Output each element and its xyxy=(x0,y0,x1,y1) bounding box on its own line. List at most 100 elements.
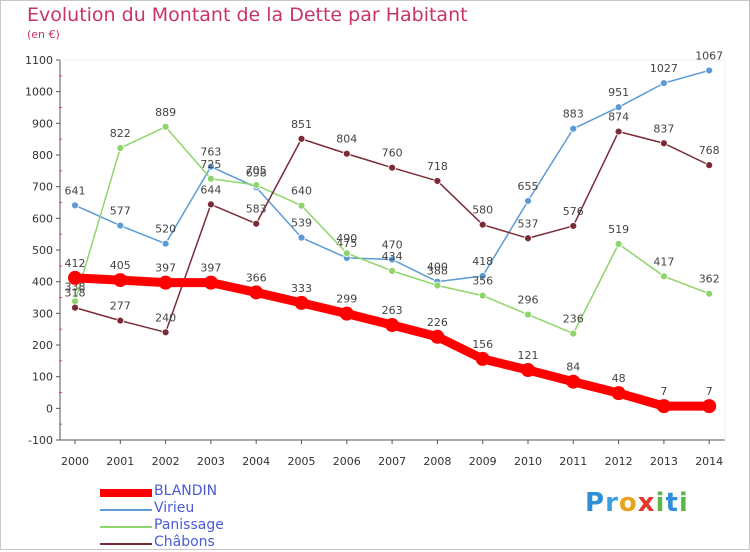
data-label-blandin: 299 xyxy=(336,293,357,306)
x-tick-label: 2005 xyxy=(288,455,316,468)
data-point-virieu xyxy=(660,79,668,88)
data-point-chabons xyxy=(388,163,397,172)
data-label-blandin: 7 xyxy=(660,385,667,398)
data-label-blandin: 405 xyxy=(110,259,131,272)
data-point-panissage xyxy=(252,181,261,189)
data-point-virieu xyxy=(161,239,170,248)
data-label-blandin: 397 xyxy=(155,262,176,275)
data-point-panissage xyxy=(433,281,442,290)
x-tick-label: 2011 xyxy=(559,455,587,468)
data-label-chabons: 718 xyxy=(427,160,448,173)
x-tick-label: 2007 xyxy=(378,455,406,468)
data-label-chabons: 583 xyxy=(246,203,267,216)
data-point-blandin xyxy=(385,318,400,333)
chart-title: Evolution du Montant de la Dette par Hab… xyxy=(27,4,468,26)
data-label-panissage: 362 xyxy=(699,273,720,286)
data-label-blandin: 263 xyxy=(382,304,403,317)
x-tick-label: 2006 xyxy=(333,455,361,468)
data-point-blandin xyxy=(521,363,535,378)
data-label-chabons: 874 xyxy=(608,111,629,124)
data-point-blandin xyxy=(611,386,626,401)
data-point-panissage xyxy=(614,240,623,248)
data-label-chabons: 318 xyxy=(65,287,86,300)
x-tick-label: 2014 xyxy=(695,455,723,468)
data-label-chabons: 804 xyxy=(336,133,357,146)
legend-swatch-blandin xyxy=(100,489,152,497)
data-label-panissage: 705 xyxy=(246,164,267,177)
data-point-blandin xyxy=(475,351,490,366)
legend-swatch-virieu xyxy=(100,509,152,511)
data-label-chabons: 576 xyxy=(563,205,584,218)
data-point-blandin xyxy=(656,399,671,414)
y-tick-label: 700 xyxy=(32,181,53,194)
y-tick-label: 900 xyxy=(32,117,53,130)
proxiti-logo: Proxiti xyxy=(585,488,689,518)
data-point-chabons xyxy=(206,200,215,209)
data-label-chabons: 760 xyxy=(382,147,403,160)
data-label-panissage: 236 xyxy=(563,313,584,326)
data-point-blandin xyxy=(294,295,309,310)
data-label-chabons: 537 xyxy=(518,217,539,230)
data-point-chabons xyxy=(297,134,306,143)
data-label-blandin: 412 xyxy=(65,257,86,270)
data-point-blandin xyxy=(566,374,581,389)
data-label-panissage: 725 xyxy=(200,158,221,171)
data-point-chabons xyxy=(342,149,351,158)
y-tick-label: 200 xyxy=(32,339,53,352)
data-label-virieu: 539 xyxy=(291,217,312,230)
unit-label: (en €) xyxy=(27,28,60,41)
logo-letter: r xyxy=(605,488,619,518)
y-tick-label: 500 xyxy=(32,244,53,257)
data-point-chabons xyxy=(614,127,623,136)
data-label-blandin: 366 xyxy=(246,271,267,284)
x-tick-label: 2002 xyxy=(152,455,180,468)
data-point-panissage xyxy=(524,310,532,319)
data-label-virieu: 763 xyxy=(200,146,221,159)
x-tick-label: 2012 xyxy=(605,455,633,468)
data-label-chabons: 644 xyxy=(200,183,221,196)
data-label-panissage: 519 xyxy=(608,223,629,236)
data-point-chabons xyxy=(478,220,487,229)
data-label-virieu: 641 xyxy=(65,184,86,197)
data-label-blandin: 7 xyxy=(706,385,713,398)
data-point-blandin xyxy=(68,270,82,285)
data-point-blandin xyxy=(113,273,128,288)
y-tick-label: 0 xyxy=(46,402,53,415)
data-point-blandin xyxy=(430,329,445,344)
data-point-virieu xyxy=(705,66,714,75)
data-point-chabons xyxy=(433,177,442,185)
logo-letter: t xyxy=(665,488,679,518)
x-tick-label: 2000 xyxy=(61,455,89,468)
data-point-panissage xyxy=(297,201,306,210)
data-label-blandin: 226 xyxy=(427,316,448,329)
data-point-chabons xyxy=(71,303,79,312)
data-label-panissage: 889 xyxy=(155,106,176,119)
data-point-virieu xyxy=(388,255,397,264)
logo-letter: o xyxy=(618,488,638,518)
y-tick-label: 1000 xyxy=(25,86,53,99)
data-point-panissage xyxy=(161,122,170,131)
data-point-virieu xyxy=(569,124,578,133)
data-label-panissage: 296 xyxy=(518,294,539,307)
y-tick-label: -100 xyxy=(28,434,53,447)
data-point-chabons xyxy=(116,316,125,325)
data-label-panissage: 640 xyxy=(291,185,312,198)
data-label-virieu: 698 xyxy=(246,166,267,179)
legend-label-blandin: BLANDIN xyxy=(154,483,218,499)
data-label-virieu: 520 xyxy=(155,223,176,236)
data-point-blandin xyxy=(249,285,264,300)
data-point-panissage xyxy=(388,266,397,275)
data-label-blandin: 84 xyxy=(566,361,580,374)
data-label-virieu: 470 xyxy=(382,239,403,252)
y-tick-label: 400 xyxy=(32,276,53,289)
data-point-panissage xyxy=(660,272,668,281)
data-label-virieu: 951 xyxy=(608,86,629,99)
x-tick-label: 2008 xyxy=(423,455,451,468)
legend-swatch-chabons xyxy=(100,543,152,545)
y-tick-label: 600 xyxy=(32,212,53,225)
data-point-chabons xyxy=(161,328,170,337)
data-label-blandin: 333 xyxy=(291,282,312,295)
data-label-panissage: 356 xyxy=(472,275,493,288)
data-label-panissage: 490 xyxy=(336,232,357,245)
